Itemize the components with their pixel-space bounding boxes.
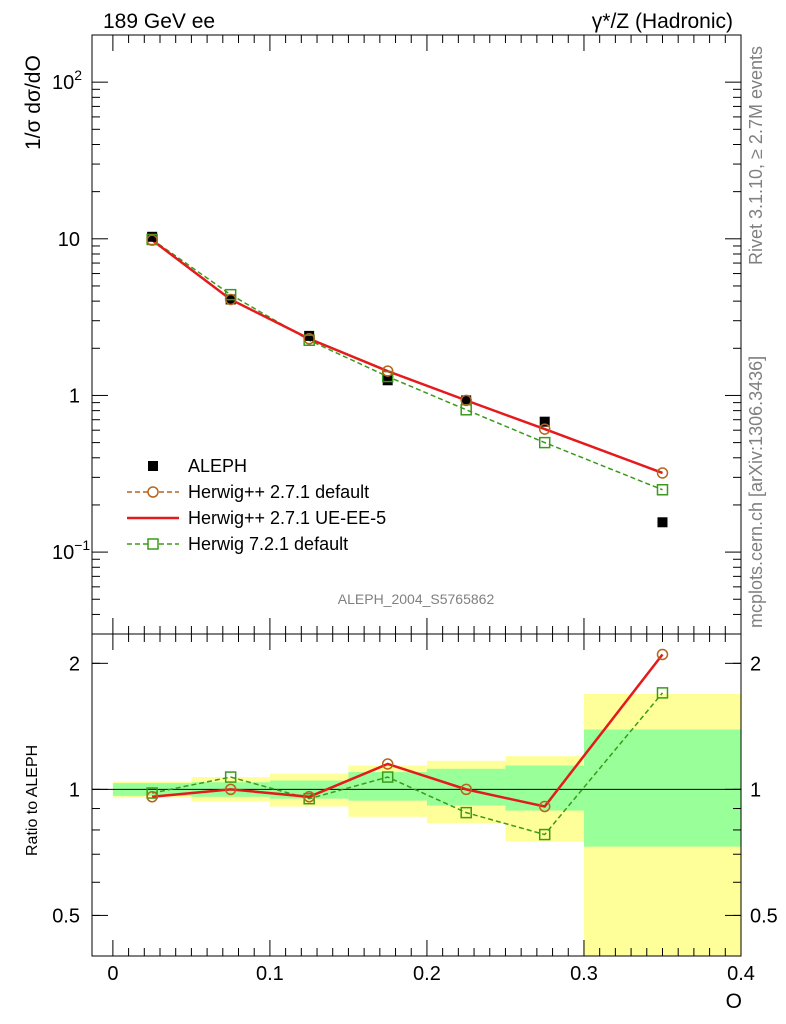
legend-aleph-marker	[148, 461, 158, 471]
herwig7-main-marker	[224, 288, 237, 301]
ratio-y-tick-label-right: 2	[750, 653, 761, 675]
herwig7-ratio-marker	[656, 687, 669, 699]
main-y-tick-label: 10−1	[52, 537, 90, 564]
legend-label: Herwig++ 2.7.1 UE-EE-5	[188, 508, 386, 528]
x-tick-label: 0.3	[570, 963, 598, 985]
legend-herwig7-marker	[147, 538, 159, 550]
herwig7-main-marker	[656, 484, 669, 496]
herwigpp-default-main-marker	[381, 365, 394, 377]
herwigpp-default-main-line	[151, 239, 663, 474]
herwig7-ratio-line	[151, 692, 664, 836]
header-left-label: 189 GeV ee	[103, 10, 215, 33]
mcplots-label: mcplots.cern.ch [arXiv:1306.3436]	[746, 356, 766, 628]
ratio-band-green	[426, 768, 506, 806]
herwigpp-ueee5-main-line	[151, 239, 663, 475]
herwig7-main-marker	[460, 404, 472, 416]
x-tick-label: 0.4	[727, 963, 755, 985]
ratio-y-axis-title: Ratio to ALEPH	[24, 745, 41, 856]
herwigpp-default-ratio-marker	[146, 791, 158, 803]
x-tick-label: 0.2	[413, 963, 441, 985]
aleph-data-point	[147, 231, 158, 242]
aleph-data-point	[461, 395, 472, 406]
analysis-label: ALEPH_2004_S5765862	[338, 591, 495, 607]
main-plot-series	[146, 231, 669, 528]
herwig7-main-line	[151, 238, 663, 491]
legend-label: Herwig++ 2.7.1 default	[188, 482, 369, 502]
ratio-y-tick-label-left: 2	[69, 653, 80, 675]
legend-label: ALEPH	[188, 456, 247, 476]
ratio-band-green	[583, 729, 741, 847]
herwig7-ratio-marker	[538, 828, 551, 841]
legend-herwigpp-default-marker	[147, 486, 159, 498]
herwig7-ratio-marker	[224, 771, 237, 783]
herwig7-ratio-marker	[146, 787, 158, 799]
legend-label: Herwig 7.2.1 default	[188, 534, 348, 554]
aleph-data-point	[382, 375, 393, 386]
ratio-y-tick-label-right: 0.5	[750, 905, 778, 927]
herwigpp-default-main-marker	[146, 234, 158, 246]
aleph-data-point	[539, 416, 550, 427]
x-tick-label: 0	[107, 963, 118, 985]
herwigpp-default-ratio-marker	[656, 648, 669, 661]
x-tick-label: 0.1	[256, 963, 284, 985]
ratio-uncertainty-bands	[112, 693, 741, 956]
main-y-tick-label: 1	[69, 385, 80, 407]
herwigpp-default-main-marker	[538, 423, 551, 435]
herwig7-ratio-marker	[381, 771, 394, 783]
herwigpp-default-main-marker	[656, 467, 669, 479]
herwigpp-default-main-marker	[303, 333, 315, 345]
rivet-version-label: Rivet 3.1.10, ≥ 2.7M events	[746, 46, 766, 265]
herwigpp-default-ratio-marker	[224, 783, 237, 796]
herwigpp-default-ratio-marker	[381, 758, 394, 770]
herwig7-main-marker	[538, 436, 551, 449]
herwigpp-ueee5-ratio-line	[152, 653, 664, 808]
herwigpp-default-ratio-marker	[303, 791, 315, 803]
ratio-plot-series	[146, 648, 669, 841]
header-right-label: γ*/Z (Hadronic)	[592, 10, 733, 33]
ratio-y-tick-label-left: 1	[69, 779, 80, 801]
ratio-plot-frame	[91, 633, 742, 957]
legend: ALEPH Herwig++ 2.7.1 default Herwig++ 2.7.…	[127, 456, 386, 554]
ratio-y-tick-label-right: 1	[750, 779, 761, 801]
herwig7-ratio-marker	[460, 806, 472, 819]
aleph-data-point	[657, 517, 668, 528]
main-y-tick-label: 102	[52, 67, 82, 94]
ratio-y-tick-label-left: 0.5	[52, 905, 80, 927]
herwigpp-default-main-marker	[224, 293, 237, 306]
main-y-axis-title: 1/σ dσ/dO	[22, 55, 45, 150]
herwigpp-default-main-marker	[460, 394, 472, 407]
herwigpp-default-ratio-marker	[538, 800, 551, 813]
x-axis-title: O	[726, 990, 742, 1013]
herwig7-main-marker	[381, 370, 394, 383]
ratio-plot-axes: 0.5 0.5 1 1 2 2 0 0.1 0.2 0.3 0.4	[52, 634, 778, 985]
herwigpp-default-ratio-marker	[460, 783, 472, 796]
main-y-tick-label: 10	[58, 229, 80, 251]
